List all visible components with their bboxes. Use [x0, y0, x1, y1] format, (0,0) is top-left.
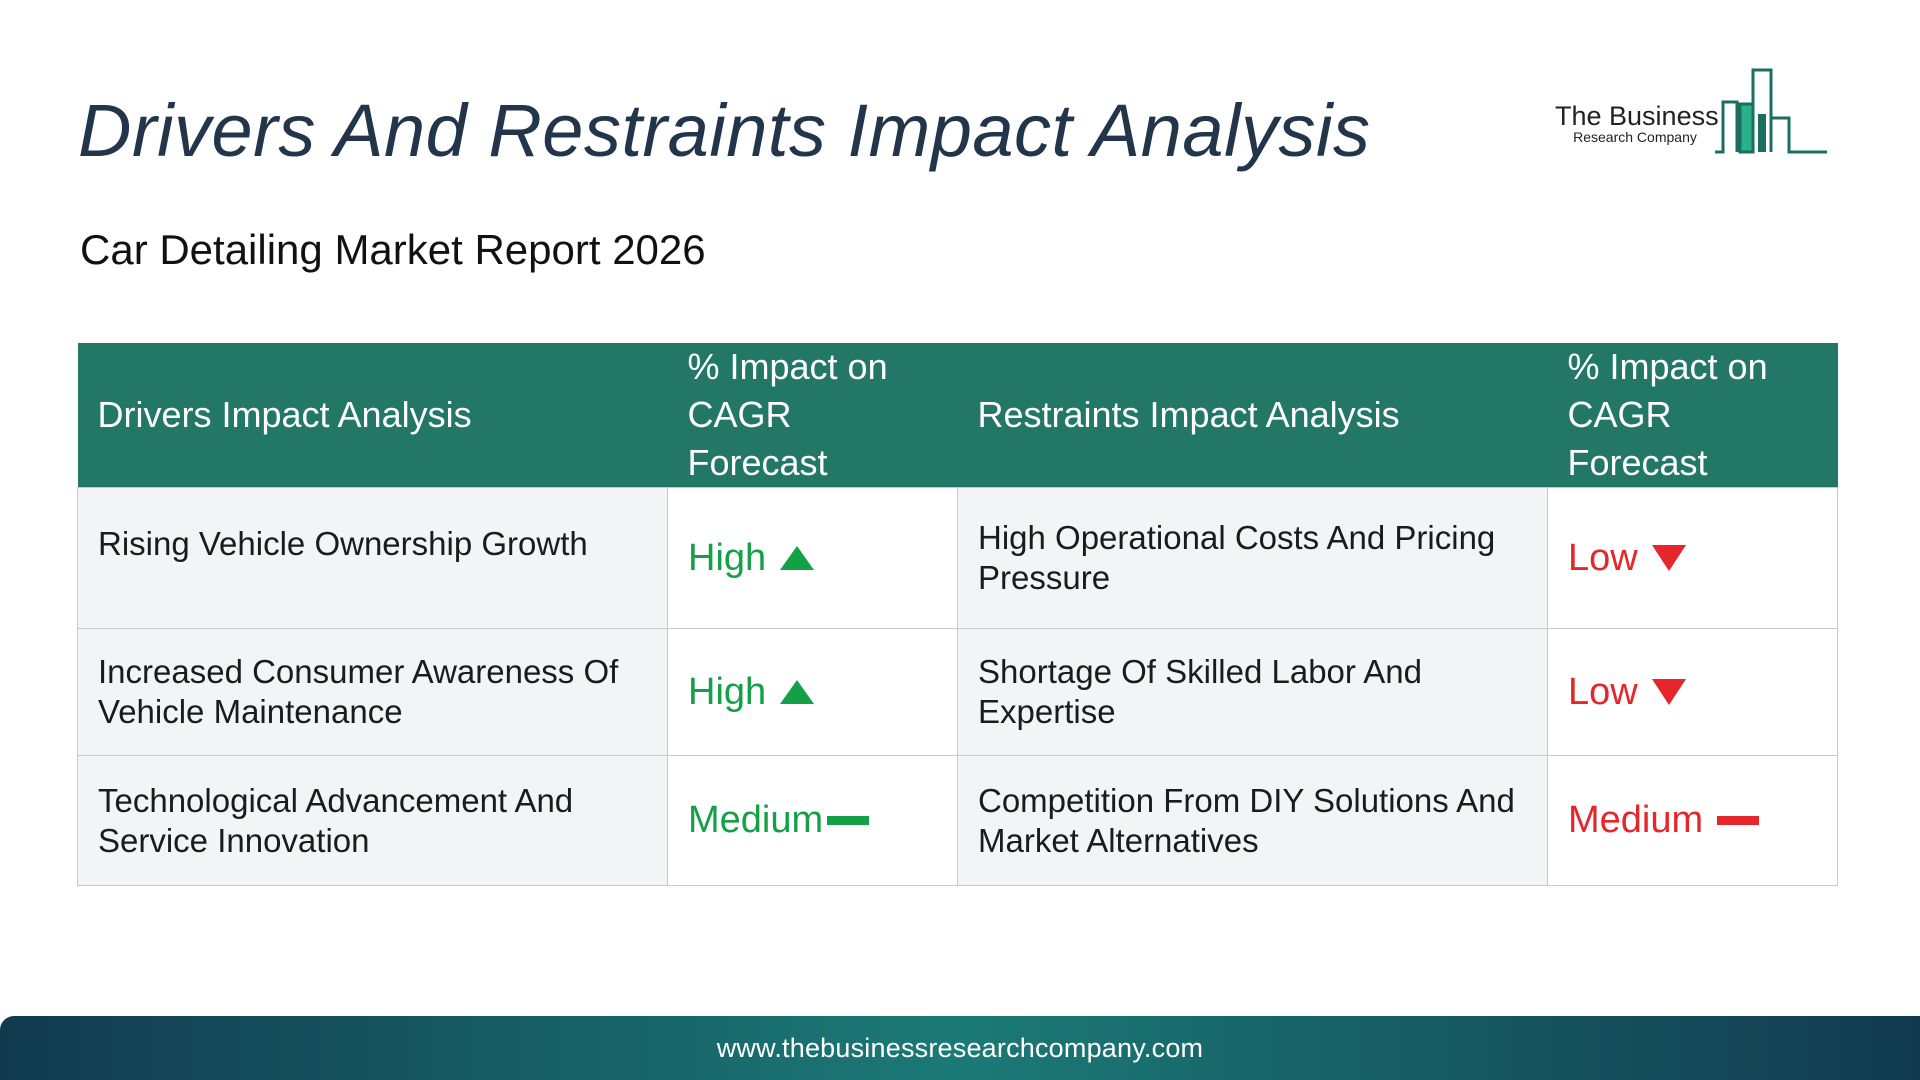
driver-impact-label: High [688, 536, 767, 579]
driver-impact-cell: High [667, 487, 958, 629]
driver-impact-value: High [688, 536, 815, 579]
driver-cell: Increased Consumer Awareness Of Vehicle … [77, 628, 668, 756]
restraint-impact-value: Low [1568, 672, 1686, 712]
restraint-cell: High Operational Costs And Pricing Press… [957, 487, 1548, 629]
driver-impact-cell: Medium [667, 755, 958, 886]
driver-cell: Rising Vehicle Ownership Growth [77, 487, 668, 629]
restraint-impact-value: Low [1568, 538, 1686, 578]
restraint-cell: Shortage Of Skilled Labor And Expertise [957, 628, 1548, 756]
driver-impact-label: Medium [688, 799, 824, 841]
down-arrow-icon [1651, 544, 1686, 571]
logo-line1: The Business [1555, 101, 1719, 131]
dash-icon [827, 815, 870, 825]
down-arrow-icon [1651, 678, 1686, 705]
header-restraints-impact: % Impact on CAGR Forecast [1547, 343, 1838, 488]
table-row: Rising Vehicle Ownership Growth High Hig… [77, 487, 1838, 629]
company-logo: The Business Research Company [1555, 66, 1835, 156]
restraint-impact-cell: Medium [1547, 755, 1838, 886]
driver-impact-value: Medium [688, 799, 870, 841]
restraint-impact-label: Low [1568, 670, 1638, 713]
table-row: Technological Advancement And Service In… [77, 755, 1838, 886]
restraint-impact-value: Medium [1568, 799, 1760, 841]
restraint-impact-cell: Low [1547, 487, 1838, 629]
table-row: Increased Consumer Awareness Of Vehicle … [77, 628, 1838, 756]
footer-url-link[interactable]: www.thebusinessresearchcompany.com [716, 1032, 1204, 1063]
driver-impact-label: High [688, 670, 767, 713]
restraint-cell: Competition From DIY Solutions And Marke… [957, 755, 1548, 886]
bar-chart-buildings-icon [1715, 68, 1827, 154]
page-subtitle: Car Detailing Market Report 2026 [80, 226, 706, 273]
driver-impact-value: High [688, 670, 815, 713]
footer-bar: www.thebusinessresearchcompany.com [0, 1016, 1920, 1080]
header-drivers-impact: % Impact on CAGR Forecast [667, 343, 958, 488]
driver-cell: Technological Advancement And Service In… [77, 755, 668, 886]
impact-table: Drivers Impact Analysis % Impact on CAGR… [77, 343, 1838, 886]
header-restraints: Restraints Impact Analysis [957, 343, 1548, 488]
header-drivers: Drivers Impact Analysis [77, 343, 668, 488]
restraint-impact-cell: Low [1547, 628, 1838, 756]
restraint-impact-label: Medium [1568, 799, 1704, 841]
driver-impact-cell: High [667, 628, 958, 756]
up-arrow-icon [780, 545, 815, 570]
table-header-row: Drivers Impact Analysis % Impact on CAGR… [77, 343, 1838, 488]
logo-text: The Business Research Company [1555, 101, 1719, 145]
page-title: Drivers And Restraints Impact Analysis [78, 89, 1371, 172]
restraint-impact-label: Low [1568, 536, 1638, 579]
dash-icon [1717, 815, 1760, 825]
logo-line2: Research Company [1573, 129, 1697, 145]
up-arrow-icon [780, 679, 815, 704]
